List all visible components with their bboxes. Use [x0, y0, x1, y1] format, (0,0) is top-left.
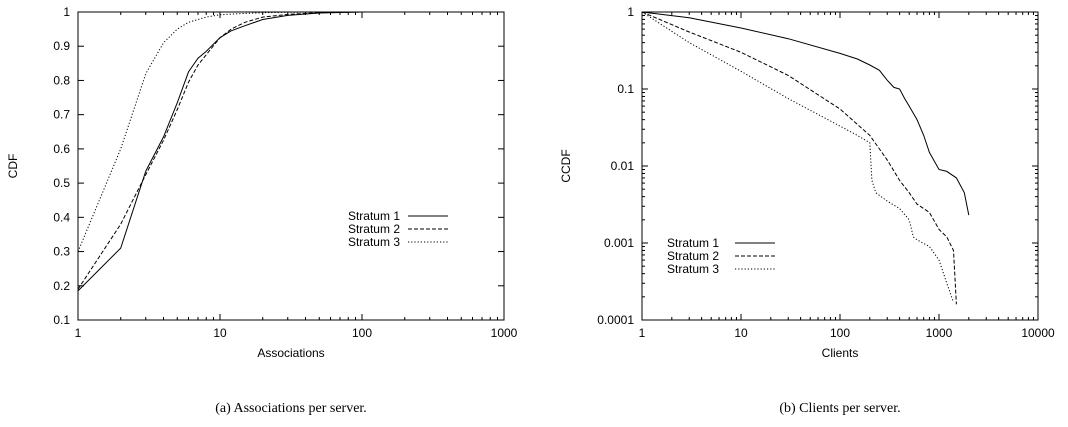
- x-tick-label: 1: [639, 326, 646, 340]
- y-tick-label: 1: [627, 5, 634, 19]
- y-tick-label: 0.0001: [597, 313, 634, 327]
- series-line-stratum-2: [641, 11, 957, 305]
- series-line-stratum-3: [641, 11, 954, 303]
- x-tick-label: 1000: [926, 326, 953, 340]
- series-line-stratum-1: [641, 11, 970, 216]
- x-axis-label: Associations: [257, 346, 324, 360]
- y-tick-label: 0.1: [617, 82, 634, 96]
- y-tick-label: 0.1: [53, 313, 70, 327]
- x-tick-label: 10: [213, 326, 227, 340]
- legend-label: Stratum 1: [348, 209, 400, 223]
- y-tick-label: 1: [63, 5, 70, 19]
- plot-frame: [77, 11, 505, 321]
- x-tick-label: 100: [830, 326, 850, 340]
- y-tick-label: 0.3: [53, 245, 70, 259]
- y-tick-label: 0.2: [53, 279, 70, 293]
- figure-caption: (a) Associations per server.: [215, 401, 367, 416]
- figure-caption: (b) Clients per server.: [779, 401, 900, 416]
- y-axis-label: CDF: [6, 154, 20, 179]
- y-tick-label: 0.01: [611, 159, 635, 173]
- chart-clients: 1 10 100 1000 10000 0.0001 0.001 0.01 0.1 1 Client…: [559, 5, 1055, 416]
- legend-label: Stratum 1: [667, 236, 719, 250]
- x-tick-label: 1000: [491, 326, 518, 340]
- y-tick-label: 0.8: [53, 73, 70, 87]
- x-tick-label: 100: [352, 326, 372, 340]
- chart-associations: 1 10 100 1000 0.1 0.2 0.3 0.4 0.5 0.6 0.7 0.8 0.9 1 As…: [6, 5, 518, 416]
- legend-label: Stratum 2: [348, 222, 400, 236]
- x-tick-label: 10000: [1021, 326, 1055, 340]
- y-tick-label: 0.4: [53, 210, 70, 224]
- legend-label: Stratum 3: [348, 235, 400, 249]
- y-tick-label: 0.001: [604, 236, 634, 250]
- x-tick-label: 1: [75, 326, 82, 340]
- y-tick-label: 0.7: [53, 108, 70, 122]
- x-axis-label: Clients: [822, 346, 859, 360]
- y-axis-label: CCDF: [559, 149, 573, 182]
- series-line-stratum-1: [77, 11, 405, 292]
- y-tick-label: 0.9: [53, 39, 70, 53]
- legend-label: Stratum 3: [667, 262, 719, 276]
- series-line-stratum-2: [77, 11, 405, 290]
- y-tick-label: 0.5: [53, 176, 70, 190]
- y-tick-label: 0.6: [53, 142, 70, 156]
- x-tick-label: 10: [734, 326, 748, 340]
- legend-label: Stratum 2: [667, 249, 719, 263]
